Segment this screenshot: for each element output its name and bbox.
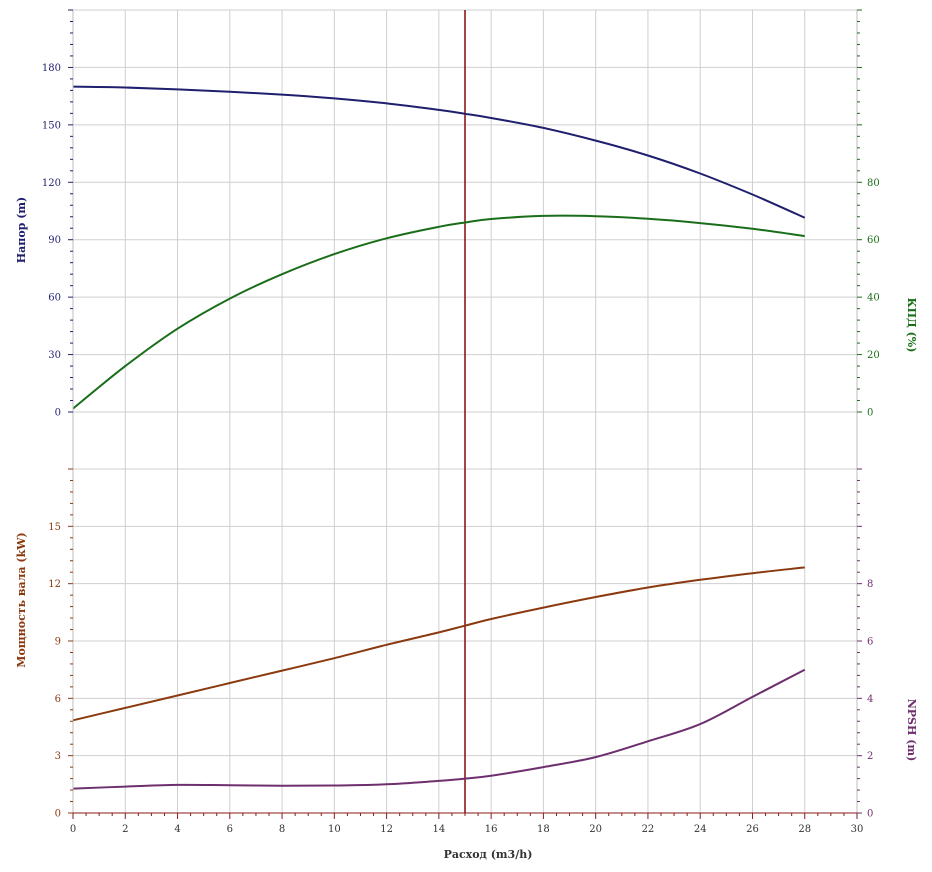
right-y-tick-label: 8 (867, 579, 873, 590)
x-tick-label: 24 (694, 824, 707, 835)
right-y-tick-label: 4 (867, 694, 873, 705)
axes: 0 2 4 6 8 10 12 14 16 18 20 22 24 26 28 300306090120150… (42, 9, 880, 835)
right-y-tick-label: 6 (867, 637, 873, 648)
power-axis-title: Мощность вала (kW) (15, 532, 28, 667)
efficiency-axis-title: КПД (%) (905, 298, 918, 353)
head-axis-title: Напор (m) (15, 197, 28, 263)
series-group (72, 10, 806, 813)
x-tick-label: 0 (70, 824, 76, 835)
series-line-top-right (72, 214, 805, 410)
right-y-tick-label: 20 (867, 350, 880, 361)
right-y-tick-label: 60 (867, 235, 880, 246)
series-line-bottom-right (72, 668, 806, 790)
npsh-axis-title: NPSH (m) (905, 699, 918, 762)
right-y-tick-label: 0 (867, 809, 873, 820)
x-tick-label: 10 (328, 824, 341, 835)
x-axis-title: Расход (m3/h) (444, 848, 533, 861)
series-line-top-left (72, 85, 806, 219)
left-y-tick-label: 90 (48, 235, 61, 246)
left-y-tick-label: 60 (48, 293, 61, 304)
left-y-tick-label: 3 (55, 751, 61, 762)
left-y-tick-label: 30 (48, 350, 61, 361)
right-y-tick-label: 2 (867, 751, 873, 762)
right-y-tick-label: 0 (867, 408, 873, 419)
x-tick-label: 2 (122, 824, 128, 835)
left-y-tick-label: 15 (48, 522, 61, 533)
left-y-tick-label: 150 (42, 120, 61, 131)
right-y-tick-label: 80 (867, 178, 880, 189)
right-y-tick-label: 40 (867, 293, 880, 304)
left-y-tick-label: 12 (48, 579, 61, 590)
x-tick-label: 6 (227, 824, 233, 835)
x-tick-label: 20 (589, 824, 602, 835)
x-tick-label: 8 (279, 824, 285, 835)
left-y-tick-label: 0 (55, 408, 61, 419)
x-tick-label: 12 (380, 824, 393, 835)
x-tick-label: 30 (851, 824, 864, 835)
left-y-tick-label: 6 (55, 694, 61, 705)
x-tick-label: 28 (798, 824, 811, 835)
x-tick-label: 4 (174, 824, 180, 835)
x-tick-label: 22 (642, 824, 655, 835)
x-tick-label: 18 (537, 824, 550, 835)
left-y-tick-label: 120 (42, 178, 61, 189)
series-line-bottom-left (72, 566, 805, 722)
x-tick-label: 16 (485, 824, 498, 835)
x-tick-label: 14 (432, 824, 445, 835)
left-y-tick-label: 9 (55, 637, 61, 648)
x-tick-label: 26 (746, 824, 759, 835)
left-y-tick-label: 180 (42, 63, 61, 74)
left-y-tick-label: 0 (55, 809, 61, 820)
